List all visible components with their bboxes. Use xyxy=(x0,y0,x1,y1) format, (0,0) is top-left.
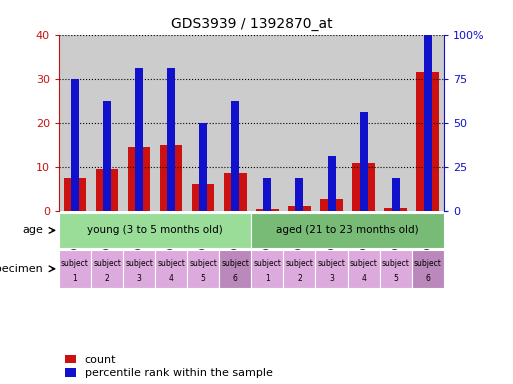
Bar xyxy=(128,147,150,211)
Bar xyxy=(283,35,315,211)
Text: 4: 4 xyxy=(169,274,174,283)
Text: subject: subject xyxy=(350,258,378,268)
Bar xyxy=(251,35,283,211)
Bar xyxy=(348,35,380,211)
Text: subject: subject xyxy=(125,258,153,268)
Bar xyxy=(220,35,251,211)
Text: aged (21 to 23 months old): aged (21 to 23 months old) xyxy=(276,225,419,235)
Text: subject: subject xyxy=(61,258,89,268)
Text: specimen: specimen xyxy=(0,264,43,274)
Bar xyxy=(71,79,79,211)
Bar xyxy=(91,250,123,288)
Text: age: age xyxy=(22,225,43,235)
Bar xyxy=(283,250,315,288)
Text: subject: subject xyxy=(253,258,281,268)
Text: subject: subject xyxy=(286,258,313,268)
Legend: count, percentile rank within the sample: count, percentile rank within the sample xyxy=(65,355,272,379)
Bar xyxy=(348,250,380,288)
Bar xyxy=(251,213,444,248)
Text: 2: 2 xyxy=(105,274,109,283)
Text: 1: 1 xyxy=(265,274,270,283)
Bar xyxy=(384,208,407,211)
Text: 6: 6 xyxy=(233,274,238,283)
Bar xyxy=(315,35,348,211)
Bar xyxy=(59,35,91,211)
Text: subject: subject xyxy=(414,258,442,268)
Bar xyxy=(256,209,279,211)
Text: 1: 1 xyxy=(73,274,77,283)
Bar xyxy=(263,178,271,211)
Bar xyxy=(417,72,439,211)
Bar xyxy=(360,112,368,211)
Bar xyxy=(103,101,111,211)
Text: subject: subject xyxy=(318,258,345,268)
Bar xyxy=(391,178,400,211)
Bar xyxy=(187,250,220,288)
Bar xyxy=(192,184,214,211)
Bar xyxy=(320,199,343,211)
Bar xyxy=(411,35,444,211)
Text: 5: 5 xyxy=(201,274,206,283)
Bar xyxy=(295,178,304,211)
Bar xyxy=(155,250,187,288)
Bar xyxy=(251,250,283,288)
Text: subject: subject xyxy=(222,258,249,268)
Text: 3: 3 xyxy=(329,274,334,283)
Bar xyxy=(187,35,220,211)
Text: 6: 6 xyxy=(425,274,430,283)
Text: subject: subject xyxy=(189,258,217,268)
Bar xyxy=(59,250,91,288)
Bar xyxy=(380,35,411,211)
Title: GDS3939 / 1392870_at: GDS3939 / 1392870_at xyxy=(170,17,332,31)
Bar xyxy=(288,206,311,211)
Bar xyxy=(315,250,348,288)
Bar xyxy=(96,169,119,211)
Bar xyxy=(123,250,155,288)
Text: subject: subject xyxy=(93,258,121,268)
Bar xyxy=(199,123,207,211)
Bar xyxy=(123,35,155,211)
Bar xyxy=(167,68,175,211)
Bar xyxy=(327,156,336,211)
Bar xyxy=(224,173,247,211)
Bar xyxy=(160,145,183,211)
Text: 5: 5 xyxy=(393,274,398,283)
Bar xyxy=(380,250,411,288)
Bar xyxy=(59,213,251,248)
Bar xyxy=(424,23,432,211)
Bar xyxy=(64,178,86,211)
Text: young (3 to 5 months old): young (3 to 5 months old) xyxy=(87,225,223,235)
Bar xyxy=(352,163,375,211)
Text: 4: 4 xyxy=(361,274,366,283)
Text: 2: 2 xyxy=(297,274,302,283)
Bar xyxy=(411,250,444,288)
Bar xyxy=(91,35,123,211)
Bar xyxy=(135,68,143,211)
Bar xyxy=(231,101,240,211)
Bar xyxy=(155,35,187,211)
Text: subject: subject xyxy=(382,258,409,268)
Text: 3: 3 xyxy=(136,274,142,283)
Bar xyxy=(220,250,251,288)
Text: subject: subject xyxy=(157,258,185,268)
